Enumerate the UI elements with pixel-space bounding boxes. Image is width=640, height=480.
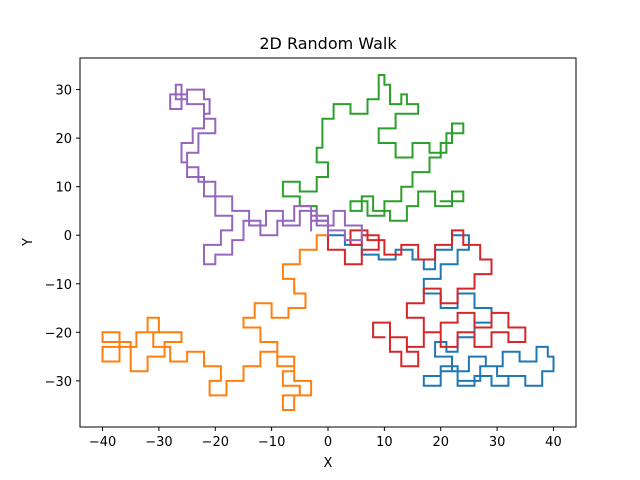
walk-series-5 — [169, 83, 363, 266]
y-tick-label: −30 — [45, 375, 72, 390]
y-tick-label: −20 — [45, 326, 72, 341]
x-tick-label: 20 — [432, 435, 449, 450]
x-axis-ticks: −40 −30 −20 −10 0 10 20 30 40 — [89, 427, 562, 450]
y-tick-label: 0 — [64, 229, 72, 244]
y-tick-label: 30 — [55, 84, 72, 99]
x-tick-label: −40 — [89, 435, 116, 450]
y-tick-label: 10 — [55, 181, 72, 196]
chart-title: 2D Random Walk — [259, 34, 397, 53]
x-tick-label: −30 — [145, 435, 172, 450]
y-axis-label: Y — [21, 238, 36, 247]
x-tick-label: −20 — [202, 435, 229, 450]
y-axis-ticks: −30 −20 −10 0 10 20 30 — [45, 84, 80, 390]
y-tick-label: 20 — [55, 132, 72, 147]
walk-series-4 — [327, 229, 527, 368]
walk-series-2 — [101, 234, 329, 411]
x-tick-label: 30 — [489, 435, 506, 450]
x-tick-label: 40 — [545, 435, 562, 450]
x-tick-label: −10 — [258, 435, 285, 450]
x-tick-label: 0 — [324, 435, 332, 450]
y-tick-label: −10 — [45, 278, 72, 293]
x-axis-label: X — [324, 456, 333, 471]
walk-series-group — [101, 74, 555, 411]
x-tick-label: 10 — [376, 435, 393, 450]
walk-series-3 — [281, 74, 465, 237]
